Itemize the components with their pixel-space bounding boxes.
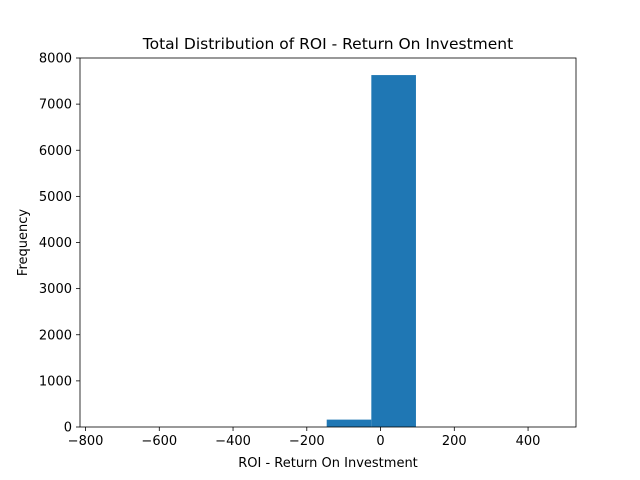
plot-frame <box>79 57 577 428</box>
histogram-bars <box>326 75 416 427</box>
y-tick-label: 8000 <box>39 52 72 67</box>
x-tick-label: 0 <box>376 434 384 449</box>
y-tick-label: 6000 <box>39 144 72 159</box>
x-axis-ticks: −800 −600 −400 −200 0 200 400 <box>68 427 541 449</box>
y-tick-label: 4000 <box>39 236 72 251</box>
x-tick-label: −800 <box>68 434 104 449</box>
histogram-bar <box>326 419 372 427</box>
x-tick-label: −200 <box>289 434 325 449</box>
y-tick-label: 3000 <box>39 282 72 297</box>
x-tick-label: 400 <box>516 434 541 449</box>
histogram-bar <box>371 75 416 427</box>
x-tick-label: −400 <box>215 434 251 449</box>
x-tick-label: −600 <box>141 434 177 449</box>
y-axis-label: Frequency <box>16 209 31 276</box>
x-tick-label: 200 <box>442 434 467 449</box>
y-tick-label: 7000 <box>39 98 72 113</box>
chart-title: Total Distribution of ROI - Return On In… <box>142 35 513 53</box>
y-tick-label: 2000 <box>39 328 72 343</box>
y-axis-ticks: 0 1000 2000 3000 4000 5000 6000 7000 8000 <box>39 52 80 436</box>
y-tick-label: 0 <box>64 421 72 436</box>
x-axis-label: ROI - Return On Investment <box>238 456 418 471</box>
y-tick-label: 5000 <box>39 190 72 205</box>
y-tick-label: 1000 <box>39 374 72 389</box>
